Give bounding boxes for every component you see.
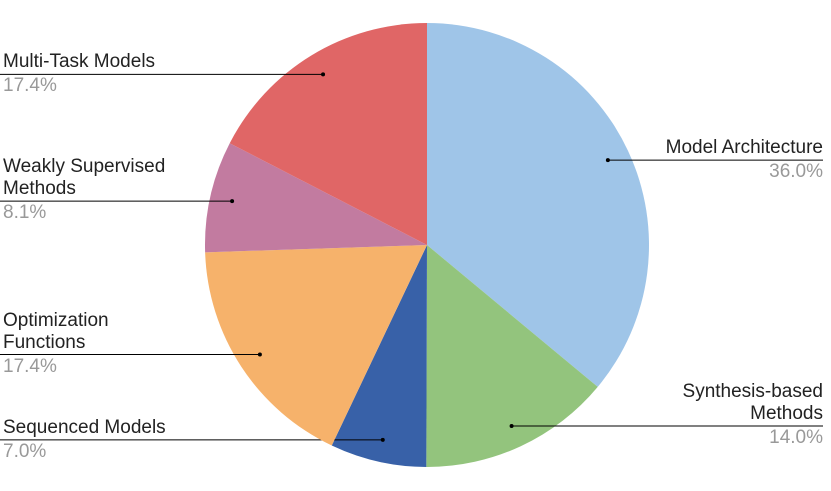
value-label: 7.0% [3, 440, 47, 462]
pie-slice [331, 245, 427, 467]
slice-label: Multi-Task Models [3, 51, 156, 73]
slice-label: Optimization Functions [3, 309, 109, 353]
slice-label: Synthesis-based Methods [682, 381, 823, 425]
slice-label: Sequenced Models [3, 416, 166, 438]
pie-slice [426, 245, 598, 467]
pie-slice [205, 143, 427, 253]
value-label: 14.0% [769, 427, 823, 448]
value-label: 8.1% [3, 202, 47, 224]
value-label: 17.4% [3, 75, 57, 97]
leader-dot [509, 424, 514, 429]
pie-slice [205, 245, 427, 446]
slice-label: Weakly Supervised Methods [3, 156, 166, 200]
value-label: 17.4% [3, 355, 57, 377]
value-label: 36.0% [769, 161, 823, 183]
pie-slice [229, 23, 427, 245]
pie-slice [427, 23, 649, 387]
slice-label: Model Architecture [665, 137, 823, 159]
